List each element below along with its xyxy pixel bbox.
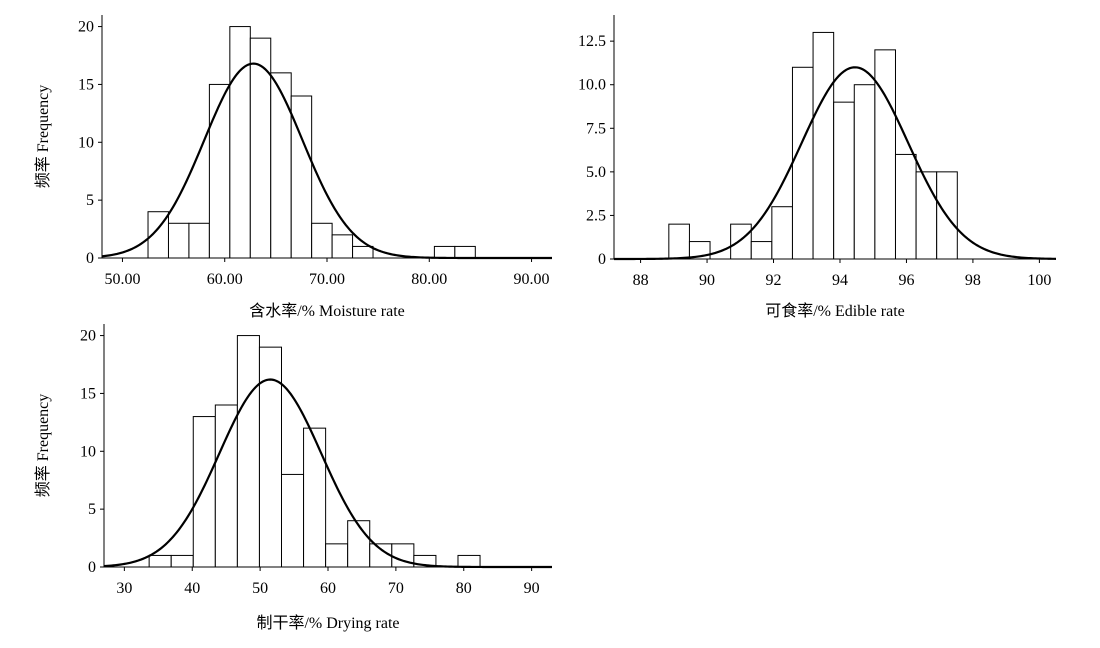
histogram-bar	[214, 404, 238, 568]
histogram-bar	[874, 49, 896, 260]
histogram-bar	[812, 31, 835, 260]
y-tick-label: 5	[88, 501, 96, 518]
histogram-bar	[229, 26, 251, 259]
edible-rate-histogram: 0 2.5 5.0 7.5 10.0 12.5 88 90 92 94 96 98 100 可食率/%…	[578, 15, 1057, 320]
y-tick-label: 15	[78, 76, 94, 93]
edible-normal-curve	[614, 66, 1057, 261]
histogram-bar	[454, 245, 476, 259]
drying-y-axis-label: 频率 Frequency	[34, 394, 52, 498]
drying-x-axis-label: 制干率/% Drying rate	[256, 614, 399, 632]
y-tick-label: 7.5	[586, 120, 606, 137]
x-tick-label: 90	[524, 580, 540, 597]
histogram-bar	[303, 427, 327, 568]
histogram-bar	[668, 223, 690, 260]
moisture-rate-histogram: 0 5 10 15 20 50.00 60.00 70.00 80.00 90.00 频率 Fr…	[34, 15, 552, 320]
histogram-bar	[170, 554, 194, 568]
y-tick-label: 0	[86, 250, 94, 267]
x-tick-label: 88	[633, 272, 649, 289]
y-tick-label: 20	[80, 328, 96, 345]
x-tick-label: 40	[184, 580, 200, 597]
moisture-x-ticks: 50.00 60.00 70.00 80.00 90.00	[104, 258, 550, 288]
histogram-bar	[433, 245, 456, 259]
y-tick-label: 2.5	[586, 207, 606, 224]
x-tick-label: 98	[965, 272, 981, 289]
x-tick-label: 100	[1027, 272, 1051, 289]
y-tick-label: 10	[78, 134, 94, 151]
histogram-bar	[833, 101, 855, 260]
x-tick-label: 80.00	[411, 271, 447, 288]
x-tick-label: 96	[898, 272, 914, 289]
drying-y-ticks: 0 5 10 15 20	[80, 328, 104, 576]
x-tick-label: 90.00	[514, 271, 550, 288]
histogram-bar	[188, 222, 210, 259]
histogram-bar	[457, 554, 481, 568]
y-tick-label: 0	[598, 251, 606, 268]
histogram-bar	[148, 554, 172, 568]
y-tick-label: 12.5	[578, 33, 606, 50]
moisture-histogram-bars	[147, 26, 476, 259]
histogram-bar	[331, 234, 354, 259]
y-tick-label: 0	[88, 559, 96, 576]
moisture-y-axis-label: 频率 Frequency	[34, 85, 52, 189]
histogram-bar	[281, 473, 305, 568]
drying-x-ticks: 30 40 50 60 70 80 90	[116, 567, 540, 597]
drying-histogram-bars	[148, 335, 481, 568]
histogram-bar	[208, 83, 231, 259]
histogram-bar	[325, 543, 349, 568]
histogram-bar	[750, 241, 773, 260]
histogram-bar	[915, 171, 938, 260]
y-tick-label: 10	[80, 443, 96, 460]
x-tick-label: 70	[388, 580, 404, 597]
moisture-y-ticks: 0 5 10 15 20	[78, 19, 102, 267]
histogram-bar	[167, 222, 190, 259]
histogram-bar	[853, 84, 876, 260]
x-tick-label: 50.00	[104, 271, 140, 288]
x-tick-label: 60	[320, 580, 336, 597]
x-tick-label: 94	[832, 272, 848, 289]
drying-normal-curve	[103, 378, 552, 569]
y-tick-label: 5	[86, 192, 94, 209]
x-tick-label: 60.00	[207, 271, 243, 288]
histogram-bar	[236, 335, 260, 568]
x-tick-label: 30	[116, 580, 132, 597]
y-tick-label: 15	[80, 385, 96, 402]
edible-histogram-bars	[668, 31, 958, 260]
x-tick-label: 92	[766, 272, 782, 289]
histogram-bar	[894, 153, 917, 260]
histogram-bar	[730, 223, 752, 260]
edible-x-ticks: 88 90 92 94 96 98 100	[633, 259, 1051, 289]
y-tick-label: 5.0	[586, 164, 606, 181]
x-tick-label: 80	[456, 580, 472, 597]
drying-rate-histogram: 0 5 10 15 20 30 40 50 60 70 80 90 频率 Frequency 制干率…	[34, 324, 552, 632]
y-tick-label: 20	[78, 19, 94, 36]
histogram-bar	[352, 245, 374, 259]
histogram-bar	[791, 66, 814, 260]
x-tick-label: 50	[252, 580, 268, 597]
histogram-bar	[270, 72, 292, 259]
histogram-bar	[347, 520, 371, 568]
x-tick-label: 70.00	[309, 271, 345, 288]
edible-x-axis-label: 可食率/% Edible rate	[765, 302, 905, 320]
histogram-bar	[311, 222, 333, 259]
moisture-x-axis-label: 含水率/% Moisture rate	[249, 302, 405, 320]
x-tick-label: 90	[699, 272, 715, 289]
histogram-bar	[771, 206, 793, 260]
y-tick-label: 10.0	[578, 77, 606, 94]
histogram-bar	[192, 416, 216, 568]
edible-y-ticks: 0 2.5 5.0 7.5 10.0 12.5	[578, 33, 614, 268]
